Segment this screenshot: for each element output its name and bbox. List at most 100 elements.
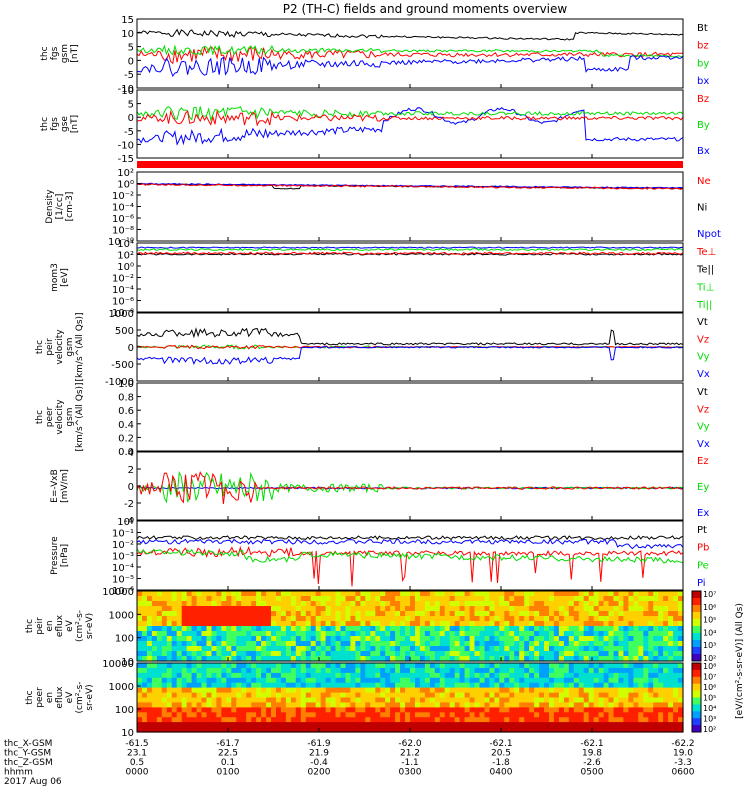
heat-cell [563, 702, 570, 708]
heat-cell [246, 641, 252, 647]
heat-cell [300, 626, 307, 632]
heat-cell [439, 687, 446, 694]
heat-cell [519, 707, 525, 713]
heat-cell [365, 656, 371, 662]
heat-cell [454, 621, 461, 627]
y-axis-label: en [45, 620, 55, 631]
heat-cell [618, 621, 625, 627]
colorbar-swatch [692, 598, 701, 606]
heat-cell [628, 687, 634, 694]
heat-cell [663, 591, 669, 597]
colorbar-tick: 10⁷ [703, 673, 716, 682]
heat-cell [360, 663, 366, 669]
heat-cell [553, 722, 560, 728]
heat-cell [280, 611, 287, 617]
heat-cell [380, 697, 386, 703]
heat-cell [499, 611, 505, 617]
heat-cell [410, 672, 416, 679]
heat-cell [588, 672, 595, 679]
heat-cell [211, 631, 218, 637]
heat-cell [673, 616, 679, 622]
heat-cell [514, 616, 520, 622]
heat-cell [400, 677, 406, 684]
heat-cell [166, 656, 173, 662]
heat-cell [181, 631, 188, 637]
heat-cell [415, 616, 421, 622]
heat-cell [305, 601, 312, 607]
heat-cell [583, 687, 590, 694]
heat-cell [395, 702, 401, 708]
heat-cell [295, 687, 302, 694]
heat-cell [340, 692, 347, 699]
heat-cell [176, 611, 183, 617]
heat-cell [276, 697, 282, 703]
heat-cell [280, 672, 287, 679]
heat-cell [161, 621, 168, 627]
heat-cell [549, 712, 555, 718]
heat-cell [261, 677, 267, 684]
heat-cell [355, 707, 361, 713]
heat-cell [668, 707, 674, 713]
heat-cell [504, 616, 510, 622]
heat-cell [504, 651, 510, 657]
heat-cell [370, 697, 376, 703]
heat-cell [211, 692, 218, 699]
heat-cell [290, 722, 297, 728]
heat-cell [415, 626, 421, 632]
legend-entry: Ne [697, 176, 711, 187]
heat-cell [519, 682, 525, 689]
heat-cell [583, 727, 590, 733]
heat-cell [276, 656, 282, 662]
heat-cell [191, 641, 198, 647]
heat-cell [678, 591, 684, 597]
heat-cell [350, 717, 356, 723]
heat-cell [355, 667, 361, 674]
heat-cell [439, 646, 446, 652]
heat-cell [300, 631, 307, 637]
heat-cell [623, 677, 629, 684]
heat-cell [146, 727, 153, 733]
heat-cell [479, 667, 486, 674]
heat-cell [628, 641, 634, 647]
heat-cell [563, 663, 570, 669]
heat-cell [429, 646, 436, 652]
heat-cell [191, 672, 198, 679]
heat-cell [325, 606, 332, 612]
heat-cell [221, 641, 227, 647]
heat-cell [469, 641, 476, 647]
heat-cell [221, 646, 227, 652]
y-tick-label: 10 [121, 728, 134, 739]
heat-cell [385, 616, 391, 622]
heat-cell [578, 717, 585, 723]
heat-cell [181, 707, 188, 713]
heat-cell [479, 697, 486, 703]
heat-cell [405, 611, 411, 617]
heat-cell [415, 591, 421, 597]
colorbar-label: [eV/(cm²-s-sr-eV)] (All Qs) [735, 603, 745, 719]
y-axis-label: gsm [60, 44, 70, 63]
heat-cell [474, 646, 481, 652]
heat-cell [276, 727, 282, 733]
heat-cell [563, 611, 570, 617]
heat-cell [246, 692, 252, 699]
heat-cell [514, 591, 520, 597]
heat-cell [137, 702, 143, 708]
heat-cell [142, 636, 148, 642]
heat-cell [400, 596, 406, 602]
heat-cell [568, 611, 575, 617]
heat-cell [454, 636, 461, 642]
heat-cell [156, 677, 163, 684]
heat-cell [424, 626, 431, 632]
heat-cell [553, 601, 560, 607]
heat-cell [380, 722, 386, 728]
heat-cell [524, 722, 530, 728]
heat-cell [390, 626, 396, 632]
y-axis-label: velocity [55, 399, 65, 435]
heat-cell [166, 682, 173, 689]
heat-cell [310, 712, 317, 718]
heat-cell [266, 631, 272, 637]
heat-cell [380, 631, 386, 637]
heat-cell [305, 616, 312, 622]
heat-cell [499, 656, 505, 662]
